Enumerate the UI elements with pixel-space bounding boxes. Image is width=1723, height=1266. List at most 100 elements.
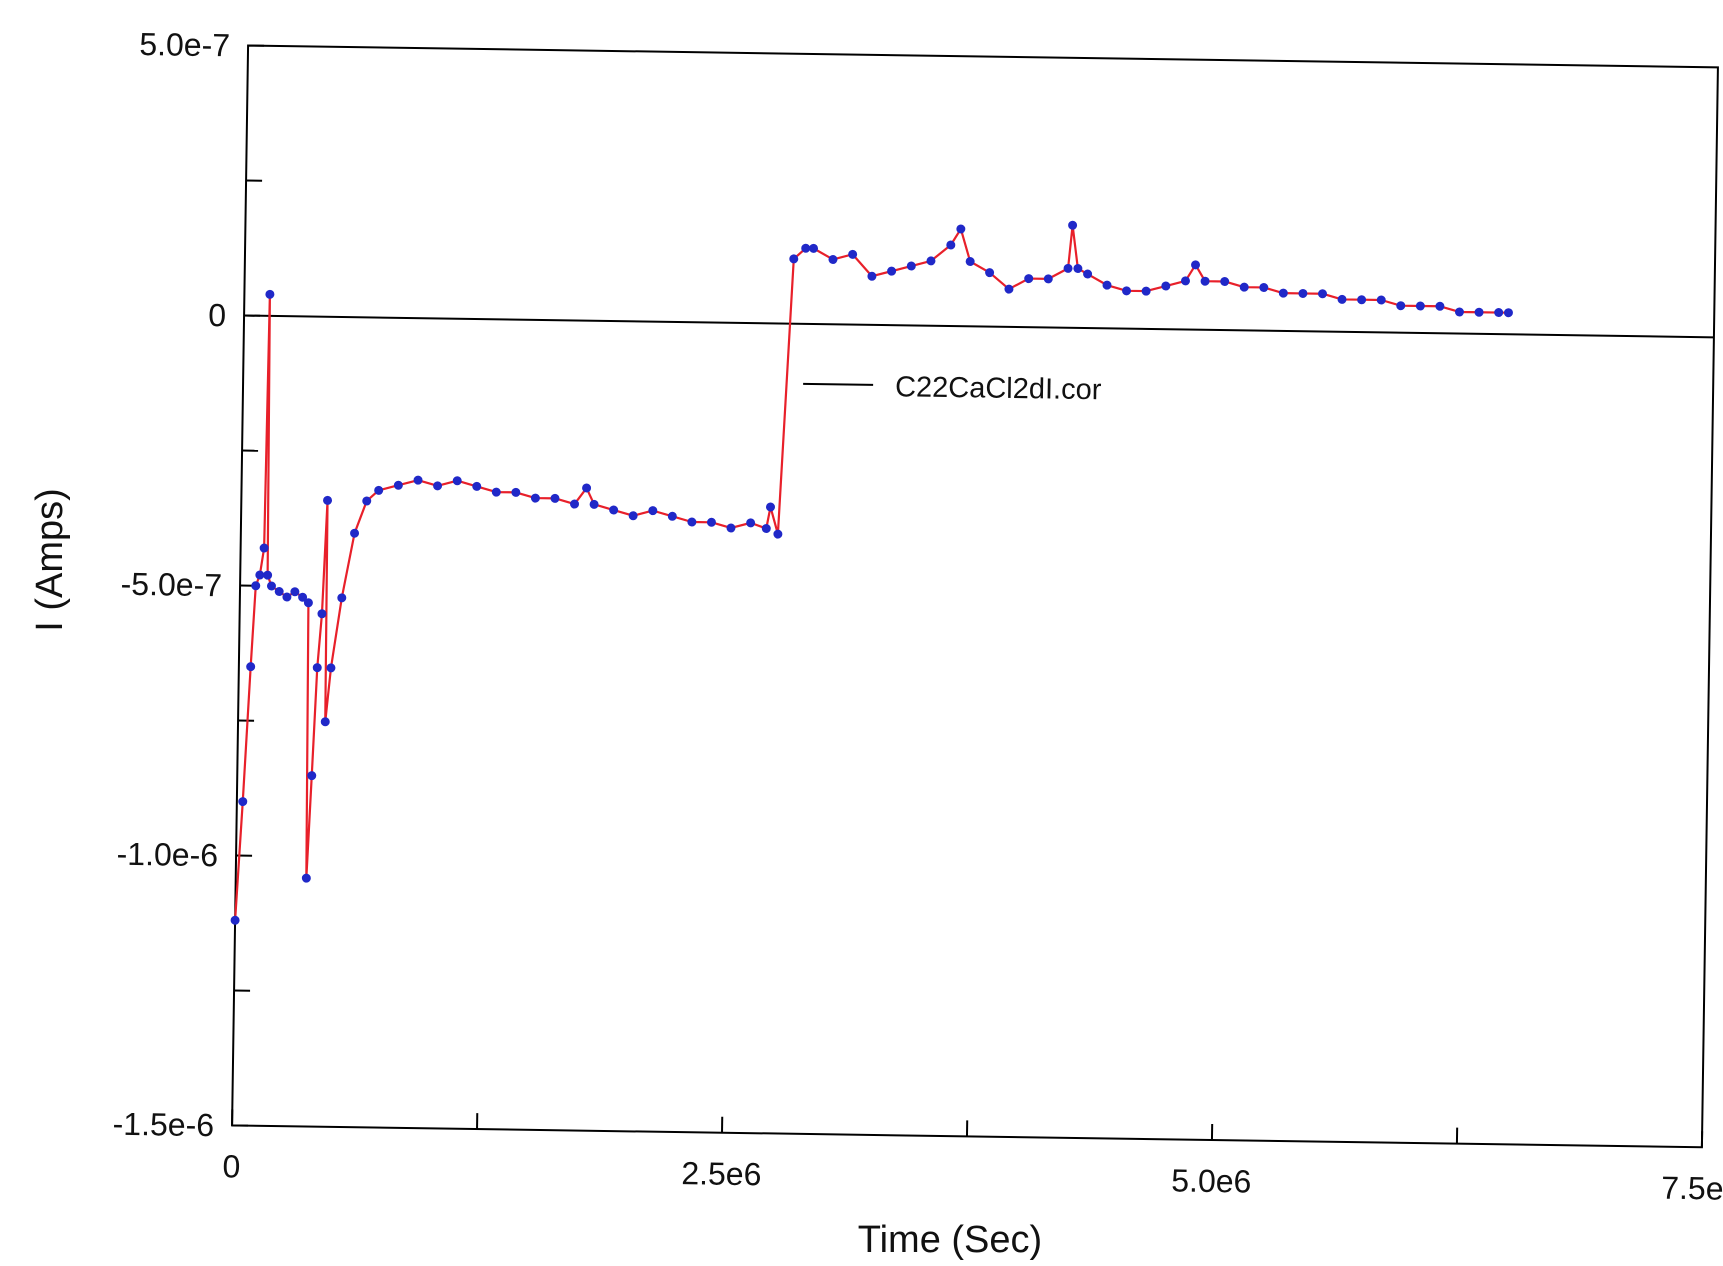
data-point-50 bbox=[809, 243, 819, 253]
y-tick-label-1: 0 bbox=[208, 297, 226, 333]
data-point-79 bbox=[1298, 288, 1308, 298]
data-point-43 bbox=[726, 523, 736, 533]
data-point-58 bbox=[956, 224, 966, 234]
data-point-24 bbox=[374, 485, 384, 495]
data-point-82 bbox=[1357, 295, 1367, 305]
data-point-12 bbox=[298, 592, 308, 602]
data-point-16 bbox=[312, 663, 322, 673]
data-point-31 bbox=[511, 487, 521, 497]
data-point-35 bbox=[582, 483, 592, 493]
data-point-4 bbox=[255, 570, 265, 580]
data-point-85 bbox=[1415, 301, 1425, 311]
data-point-39 bbox=[648, 506, 658, 516]
data-point-72 bbox=[1180, 276, 1190, 286]
plot-frame bbox=[231, 44, 1719, 1149]
data-point-88 bbox=[1474, 307, 1484, 317]
data-point-52 bbox=[848, 249, 858, 259]
data-point-70 bbox=[1141, 286, 1151, 296]
data-point-10 bbox=[282, 592, 292, 602]
x-axis-ticks: 0 2.5e6 5.0e6 7.5e6 bbox=[222, 1109, 1723, 1207]
legend: C22CaCl2dI.cor bbox=[803, 371, 1102, 406]
data-point-57 bbox=[946, 240, 956, 250]
data-point-84 bbox=[1396, 301, 1406, 311]
legend-entry: C22CaCl2dI.cor bbox=[895, 371, 1102, 406]
data-point-45 bbox=[761, 524, 771, 534]
data-point-18 bbox=[323, 495, 333, 505]
data-point-21 bbox=[337, 593, 347, 603]
data-point-67 bbox=[1083, 269, 1093, 279]
data-point-0 bbox=[230, 915, 240, 925]
data-point-60 bbox=[985, 268, 995, 278]
data-point-23 bbox=[362, 496, 372, 506]
data-point-56 bbox=[926, 256, 936, 266]
data-point-26 bbox=[413, 475, 423, 485]
data-point-61 bbox=[1004, 284, 1014, 294]
data-point-76 bbox=[1239, 282, 1249, 292]
y-tick-label-3: -1.0e-6 bbox=[116, 836, 218, 874]
data-point-38 bbox=[628, 511, 638, 521]
legend-swatch bbox=[803, 382, 874, 386]
data-point-80 bbox=[1318, 289, 1328, 299]
data-point-64 bbox=[1063, 263, 1073, 273]
plot-area: 5.0e-7 0 -5.0e-7 -1.0e-6 -1.5e-6 0 2.5e6 5.0e6… bbox=[112, 26, 1723, 1207]
data-point-13 bbox=[303, 598, 313, 608]
data-point-34 bbox=[570, 499, 580, 509]
data-point-69 bbox=[1122, 286, 1132, 296]
data-point-14 bbox=[301, 873, 311, 883]
data-point-81 bbox=[1337, 294, 1347, 304]
y-tick-label-4: -1.5e-6 bbox=[112, 1106, 214, 1144]
data-point-29 bbox=[472, 481, 482, 491]
data-point-87 bbox=[1454, 307, 1464, 317]
data-point-30 bbox=[491, 487, 501, 497]
data-point-49 bbox=[801, 243, 811, 253]
data-point-32 bbox=[530, 493, 540, 503]
data-point-11 bbox=[290, 587, 300, 597]
data-point-22 bbox=[350, 528, 360, 538]
data-point-75 bbox=[1220, 276, 1230, 286]
data-point-71 bbox=[1161, 281, 1171, 291]
data-point-74 bbox=[1200, 276, 1210, 286]
data-point-44 bbox=[746, 518, 756, 528]
x-tick-label-2: 5.0e6 bbox=[1171, 1162, 1252, 1199]
data-point-9 bbox=[274, 586, 284, 596]
data-point-59 bbox=[965, 257, 975, 267]
data-point-19 bbox=[320, 717, 330, 727]
data-point-41 bbox=[687, 517, 697, 527]
zero-line bbox=[244, 314, 1714, 339]
data-point-51 bbox=[828, 254, 838, 264]
x-tick-label-0: 0 bbox=[222, 1148, 240, 1184]
data-point-73 bbox=[1191, 260, 1201, 270]
data-point-42 bbox=[706, 517, 716, 527]
series-layer bbox=[230, 220, 1513, 925]
data-point-15 bbox=[307, 771, 317, 781]
data-point-68 bbox=[1102, 280, 1112, 290]
x-tick-label-1: 2.5e6 bbox=[681, 1155, 762, 1192]
data-point-65 bbox=[1068, 220, 1078, 230]
series-line-0 bbox=[234, 224, 1509, 921]
data-point-7 bbox=[263, 570, 273, 580]
data-point-2 bbox=[246, 662, 256, 672]
data-point-40 bbox=[667, 511, 677, 521]
data-point-36 bbox=[589, 499, 599, 509]
data-point-47 bbox=[773, 529, 783, 539]
data-point-28 bbox=[452, 476, 462, 486]
x-axis-title: Time (Sec) bbox=[858, 1219, 1042, 1261]
data-point-5 bbox=[259, 543, 269, 553]
data-point-53 bbox=[867, 271, 877, 281]
data-point-77 bbox=[1259, 282, 1269, 292]
data-point-83 bbox=[1376, 295, 1386, 305]
y-axis-ticks: 5.0e-7 0 -5.0e-7 -1.0e-6 -1.5e-6 bbox=[112, 26, 265, 1144]
data-point-25 bbox=[393, 480, 403, 490]
data-point-3 bbox=[251, 581, 261, 591]
y-tick-label-2: -5.0e-7 bbox=[120, 566, 222, 604]
data-point-6 bbox=[265, 289, 275, 299]
x-tick-label-3: 7.5e6 bbox=[1661, 1170, 1723, 1207]
data-point-20 bbox=[326, 663, 336, 673]
data-point-17 bbox=[317, 609, 327, 619]
data-point-33 bbox=[550, 493, 560, 503]
data-point-86 bbox=[1435, 301, 1445, 311]
data-point-37 bbox=[609, 505, 619, 515]
data-point-48 bbox=[789, 254, 799, 264]
data-point-62 bbox=[1024, 274, 1034, 284]
